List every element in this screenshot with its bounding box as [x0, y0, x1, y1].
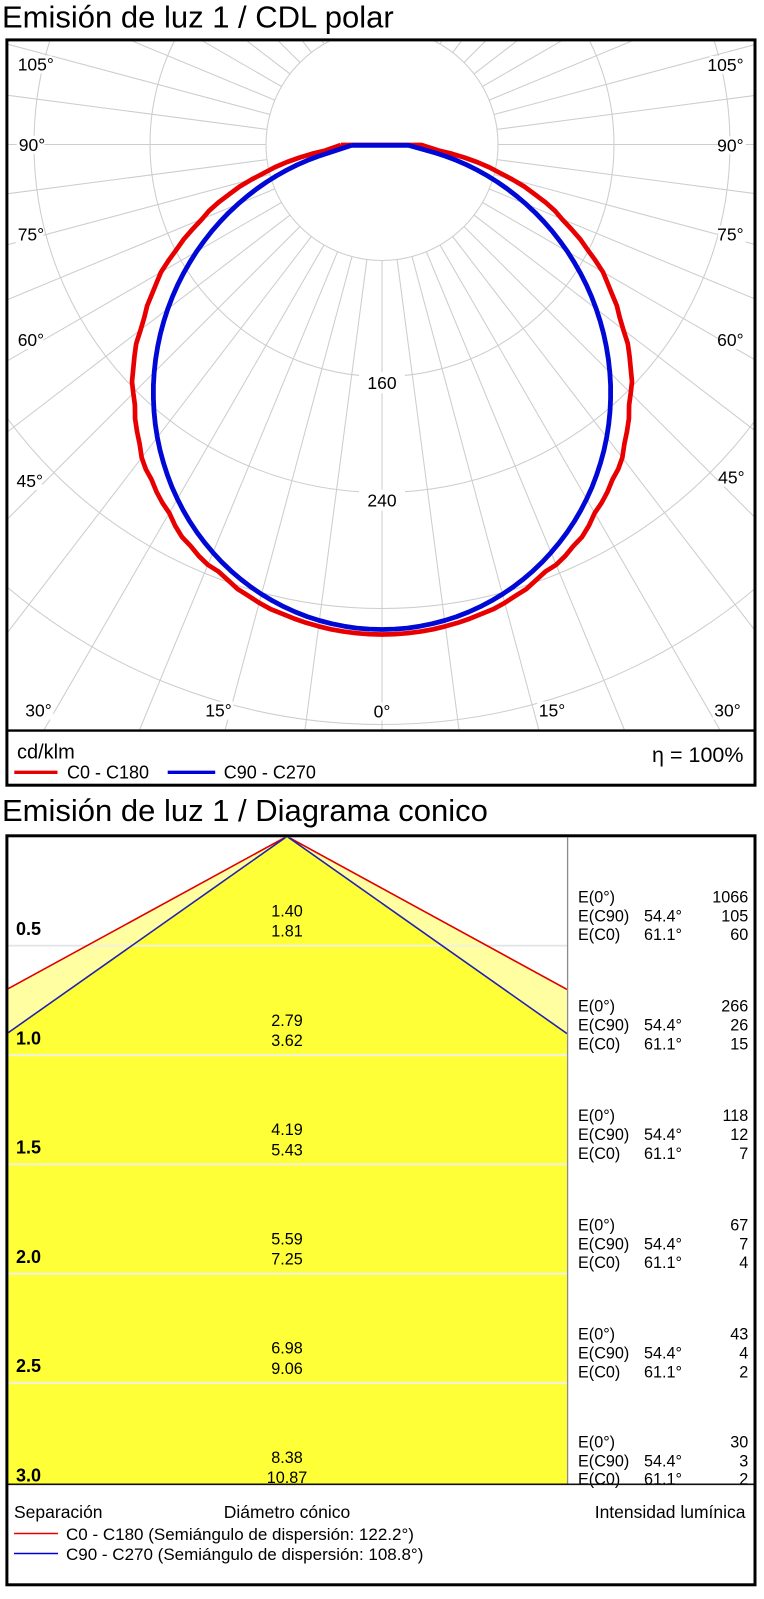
- svg-text:61.1°: 61.1°: [644, 926, 682, 944]
- svg-text:61.1°: 61.1°: [644, 1145, 682, 1163]
- svg-text:0.5: 0.5: [16, 919, 41, 939]
- svg-text:E(C90): E(C90): [578, 1235, 629, 1253]
- svg-text:6.98: 6.98: [271, 1340, 303, 1358]
- svg-text:12: 12: [730, 1126, 748, 1144]
- svg-text:54.4°: 54.4°: [644, 1017, 682, 1035]
- svg-text:67: 67: [730, 1216, 748, 1234]
- svg-text:Diámetro cónico: Diámetro cónico: [224, 1502, 350, 1522]
- svg-text:43: 43: [730, 1326, 748, 1344]
- svg-text:75°: 75°: [717, 225, 743, 245]
- svg-text:1.81: 1.81: [271, 923, 303, 941]
- svg-text:9.06: 9.06: [271, 1360, 303, 1378]
- svg-text:3: 3: [739, 1452, 748, 1470]
- svg-text:60°: 60°: [717, 330, 743, 350]
- svg-text:75°: 75°: [18, 225, 44, 245]
- svg-text:Emisión de luz 1 / CDL polar: Emisión de luz 1 / CDL polar: [2, 0, 394, 35]
- svg-text:8.38: 8.38: [271, 1449, 303, 1467]
- svg-text:30°: 30°: [714, 701, 740, 721]
- svg-text:30°: 30°: [25, 701, 51, 721]
- svg-text:E(C0): E(C0): [578, 1145, 620, 1163]
- svg-text:45°: 45°: [718, 468, 744, 488]
- svg-text:2: 2: [739, 1470, 748, 1488]
- svg-text:5.43: 5.43: [271, 1141, 303, 1159]
- svg-text:2.79: 2.79: [271, 1012, 303, 1030]
- svg-text:2.5: 2.5: [16, 1356, 41, 1376]
- svg-text:5.59: 5.59: [271, 1230, 303, 1248]
- svg-text:60°: 60°: [18, 330, 44, 350]
- svg-text:2.0: 2.0: [16, 1247, 41, 1267]
- svg-text:E(0°): E(0°): [578, 888, 615, 906]
- svg-text:C90 - C270 (Semiángulo de disp: C90 - C270 (Semiángulo de dispersión: 10…: [66, 1545, 423, 1564]
- svg-text:cd/klm: cd/klm: [17, 742, 75, 764]
- svg-text:Separación: Separación: [14, 1502, 103, 1522]
- svg-text:E(C0): E(C0): [578, 1254, 620, 1272]
- svg-text:E(C0): E(C0): [578, 926, 620, 944]
- svg-text:0°: 0°: [374, 702, 391, 722]
- svg-text:15: 15: [730, 1036, 748, 1054]
- svg-text:266: 266: [721, 998, 748, 1016]
- svg-text:61.1°: 61.1°: [644, 1254, 682, 1272]
- svg-text:54.4°: 54.4°: [644, 1452, 682, 1470]
- svg-text:E(0°): E(0°): [578, 998, 615, 1016]
- svg-text:1.5: 1.5: [16, 1138, 41, 1158]
- svg-text:30: 30: [730, 1433, 748, 1451]
- svg-text:7: 7: [739, 1145, 748, 1163]
- svg-text:4.19: 4.19: [271, 1121, 303, 1139]
- svg-text:1.0: 1.0: [16, 1028, 41, 1048]
- svg-text:C0 - C180: C0 - C180: [67, 763, 149, 783]
- svg-text:1066: 1066: [712, 888, 748, 906]
- svg-text:1.40: 1.40: [271, 903, 303, 921]
- svg-text:E(C90): E(C90): [578, 1017, 629, 1035]
- svg-text:240: 240: [367, 490, 396, 510]
- svg-text:105°: 105°: [18, 55, 54, 75]
- svg-text:90°: 90°: [19, 135, 45, 155]
- svg-text:105: 105: [721, 907, 748, 925]
- svg-text:54.4°: 54.4°: [644, 1345, 682, 1363]
- svg-text:E(C0): E(C0): [578, 1036, 620, 1054]
- svg-text:118: 118: [722, 1107, 748, 1125]
- svg-text:E(0°): E(0°): [578, 1433, 615, 1451]
- svg-text:10.87: 10.87: [267, 1469, 308, 1487]
- svg-text:2: 2: [739, 1363, 748, 1381]
- svg-text:61.1°: 61.1°: [644, 1470, 682, 1488]
- svg-text:90°: 90°: [717, 135, 743, 155]
- svg-text:4: 4: [739, 1254, 748, 1272]
- svg-text:45°: 45°: [17, 471, 43, 491]
- svg-text:60: 60: [730, 926, 748, 944]
- svg-text:E(C90): E(C90): [578, 1345, 629, 1363]
- svg-text:54.4°: 54.4°: [644, 1126, 682, 1144]
- svg-text:105°: 105°: [707, 55, 743, 75]
- svg-text:160: 160: [367, 373, 396, 393]
- svg-text:61.1°: 61.1°: [644, 1363, 682, 1381]
- svg-text:E(C90): E(C90): [578, 907, 629, 925]
- svg-text:E(0°): E(0°): [578, 1216, 615, 1234]
- svg-text:4: 4: [739, 1345, 748, 1363]
- svg-text:E(0°): E(0°): [578, 1326, 615, 1344]
- svg-text:15°: 15°: [205, 701, 231, 721]
- svg-text:Intensidad lumínica: Intensidad lumínica: [595, 1502, 746, 1522]
- svg-text:E(C90): E(C90): [578, 1126, 629, 1144]
- svg-text:E(C0): E(C0): [578, 1470, 620, 1488]
- svg-text:7: 7: [739, 1235, 748, 1253]
- svg-text:E(C0): E(C0): [578, 1363, 620, 1381]
- svg-text:3.62: 3.62: [271, 1032, 303, 1050]
- svg-text:61.1°: 61.1°: [644, 1036, 682, 1054]
- svg-text:C90 - C270: C90 - C270: [224, 763, 316, 783]
- svg-text:E(0°): E(0°): [578, 1107, 615, 1125]
- svg-text:15°: 15°: [539, 701, 565, 721]
- svg-text:E(C90): E(C90): [578, 1452, 629, 1470]
- svg-text:7.25: 7.25: [271, 1251, 303, 1269]
- svg-text:54.4°: 54.4°: [644, 907, 682, 925]
- svg-text:3.0: 3.0: [16, 1466, 41, 1486]
- svg-text:Emisión de luz 1 / Diagrama co: Emisión de luz 1 / Diagrama conico: [2, 793, 488, 828]
- svg-text:η = 100%: η = 100%: [652, 743, 743, 767]
- svg-text:26: 26: [730, 1017, 748, 1035]
- svg-text:54.4°: 54.4°: [644, 1235, 682, 1253]
- svg-text:C0 - C180 (Semiángulo de dispe: C0 - C180 (Semiángulo de dispersión: 122…: [66, 1525, 414, 1544]
